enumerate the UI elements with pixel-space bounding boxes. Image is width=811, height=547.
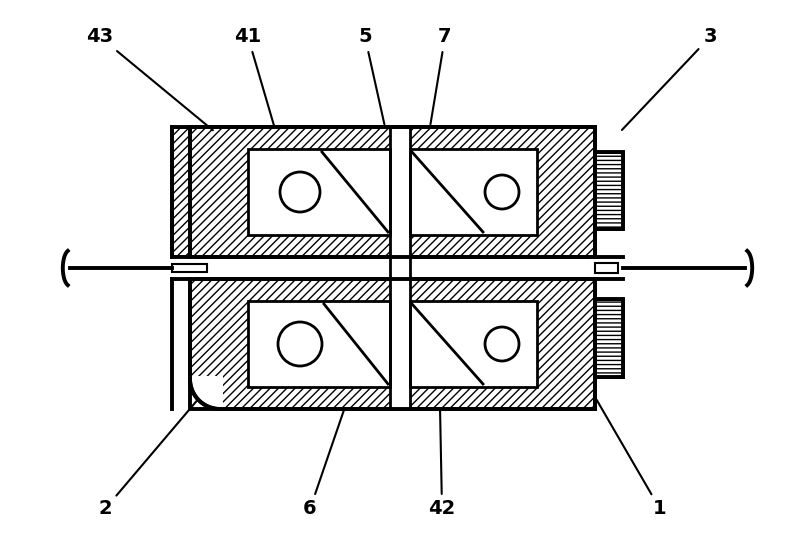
Bar bbox=[411, 304, 483, 384]
Text: 1: 1 bbox=[595, 399, 666, 519]
Bar bbox=[185, 257, 627, 279]
Bar bbox=[594, 152, 622, 229]
Text: 2: 2 bbox=[98, 399, 198, 519]
Bar bbox=[167, 257, 195, 279]
Bar bbox=[190, 127, 594, 257]
Bar bbox=[324, 304, 388, 384]
Text: 5: 5 bbox=[358, 27, 384, 124]
Bar bbox=[247, 301, 536, 387]
Bar bbox=[190, 279, 594, 409]
Bar bbox=[322, 152, 388, 232]
Bar bbox=[247, 301, 536, 387]
Text: 7: 7 bbox=[430, 27, 451, 124]
Text: 42: 42 bbox=[428, 410, 455, 519]
Text: 41: 41 bbox=[234, 27, 274, 126]
Bar bbox=[594, 299, 622, 377]
Bar bbox=[172, 264, 207, 272]
Circle shape bbox=[277, 322, 322, 366]
Circle shape bbox=[484, 327, 518, 361]
Bar bbox=[185, 376, 223, 414]
Circle shape bbox=[484, 175, 518, 209]
Text: 43: 43 bbox=[86, 27, 212, 130]
Bar bbox=[594, 152, 622, 229]
Circle shape bbox=[280, 172, 320, 212]
Bar bbox=[247, 149, 536, 235]
Bar bbox=[247, 149, 536, 235]
Bar bbox=[594, 263, 617, 273]
Bar bbox=[172, 127, 190, 257]
Bar bbox=[594, 299, 622, 377]
Bar bbox=[590, 257, 627, 279]
Bar bbox=[172, 127, 190, 257]
Bar bbox=[190, 279, 594, 409]
Bar bbox=[190, 127, 594, 257]
Bar bbox=[389, 127, 410, 409]
Text: 6: 6 bbox=[303, 410, 344, 519]
Bar bbox=[411, 152, 483, 232]
Bar bbox=[190, 127, 594, 257]
Text: 3: 3 bbox=[621, 27, 716, 130]
Bar bbox=[190, 279, 594, 409]
